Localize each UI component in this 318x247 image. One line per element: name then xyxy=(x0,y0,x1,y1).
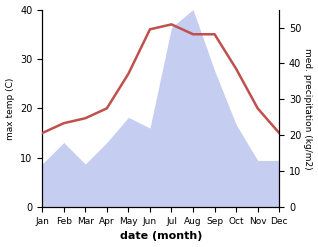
Y-axis label: med. precipitation (kg/m2): med. precipitation (kg/m2) xyxy=(303,48,313,169)
X-axis label: date (month): date (month) xyxy=(120,231,202,242)
Y-axis label: max temp (C): max temp (C) xyxy=(5,77,15,140)
